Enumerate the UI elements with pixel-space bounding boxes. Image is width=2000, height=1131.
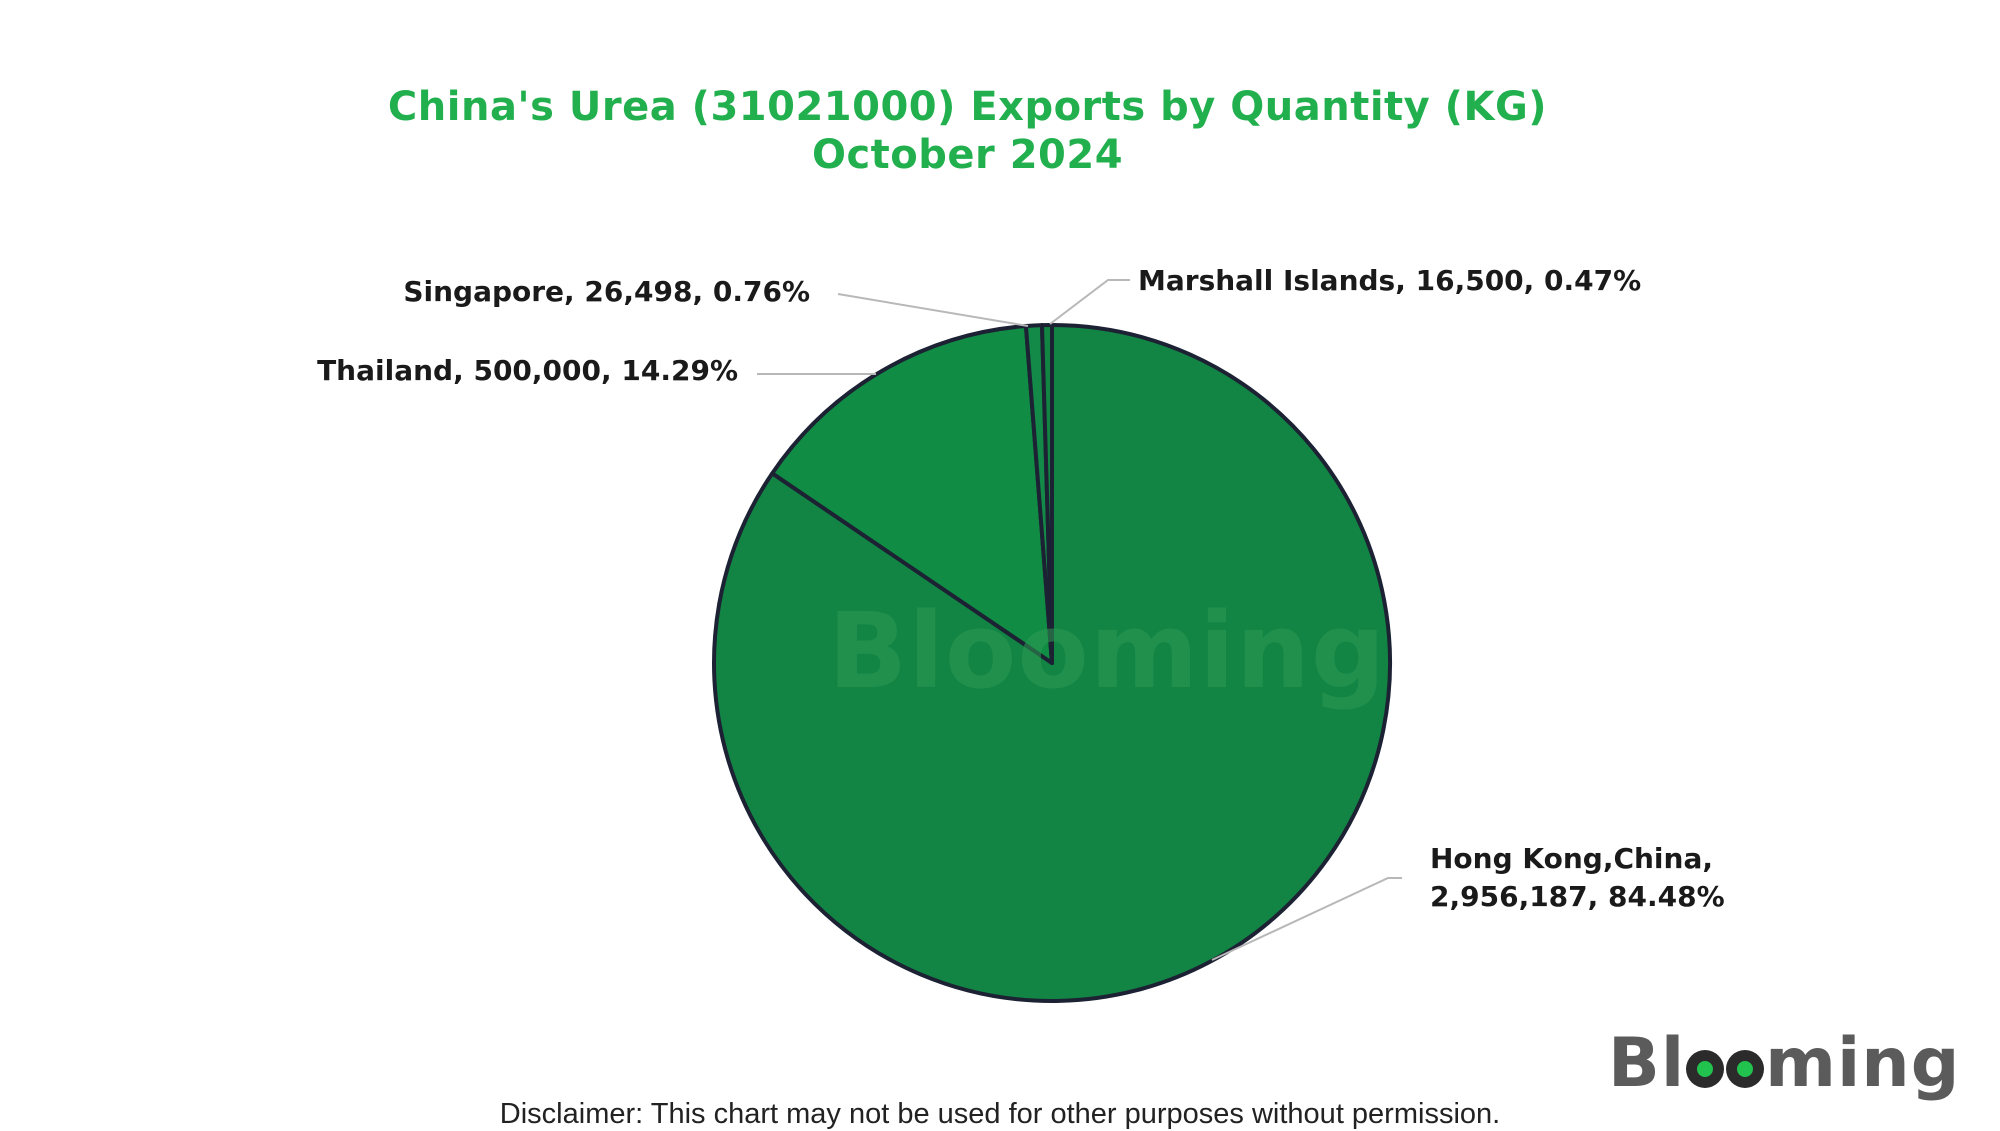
slice-label-hong-kong-line1: Hong Kong,China,: [1430, 842, 1713, 875]
blooming-logo: Bl ming: [1608, 1024, 1960, 1103]
slice-label-thailand: Thailand, 500,000, 14.29%: [317, 354, 738, 387]
disclaimer: Disclaimer: This chart may not be used f…: [499, 1098, 1501, 1130]
slice-label-singapore: Singapore, 26,498, 0.76%: [403, 275, 810, 308]
logo-text-prefix: Bl: [1608, 1024, 1686, 1103]
slice-label-marshall-islands: Marshall Islands, 16,500, 0.47%: [1138, 264, 1642, 297]
leader-line-marshall: [1049, 279, 1130, 325]
chart-subtitle: October 2024: [811, 132, 1124, 178]
watermark: Blooming: [828, 590, 1387, 712]
logo-text-suffix: ming: [1765, 1024, 1961, 1103]
leader-lines: [757, 279, 1402, 961]
logo-o-icon: [1686, 1050, 1725, 1088]
pie-slice-thailand: [770, 324, 1054, 665]
leader-line-singapore: [837, 293, 1029, 327]
leader-line-hongkong: [1211, 877, 1402, 961]
slice-label-hong-kong: Hong Kong,China, 2,956,187, 84.48%: [1430, 840, 1725, 916]
chart-title: China's Urea (31021000) Exports by Quant…: [387, 84, 1548, 130]
logo-o-icon: [1726, 1050, 1765, 1088]
pie-slice-marshall-islands: [1039, 322, 1054, 665]
slice-label-hong-kong-line2: 2,956,187, 84.48%: [1430, 880, 1725, 913]
